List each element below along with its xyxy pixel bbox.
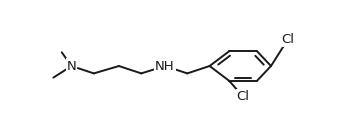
Text: Cl: Cl (237, 90, 249, 103)
Text: N: N (67, 59, 76, 72)
Text: Cl: Cl (281, 33, 294, 46)
Text: NH: NH (155, 59, 175, 72)
